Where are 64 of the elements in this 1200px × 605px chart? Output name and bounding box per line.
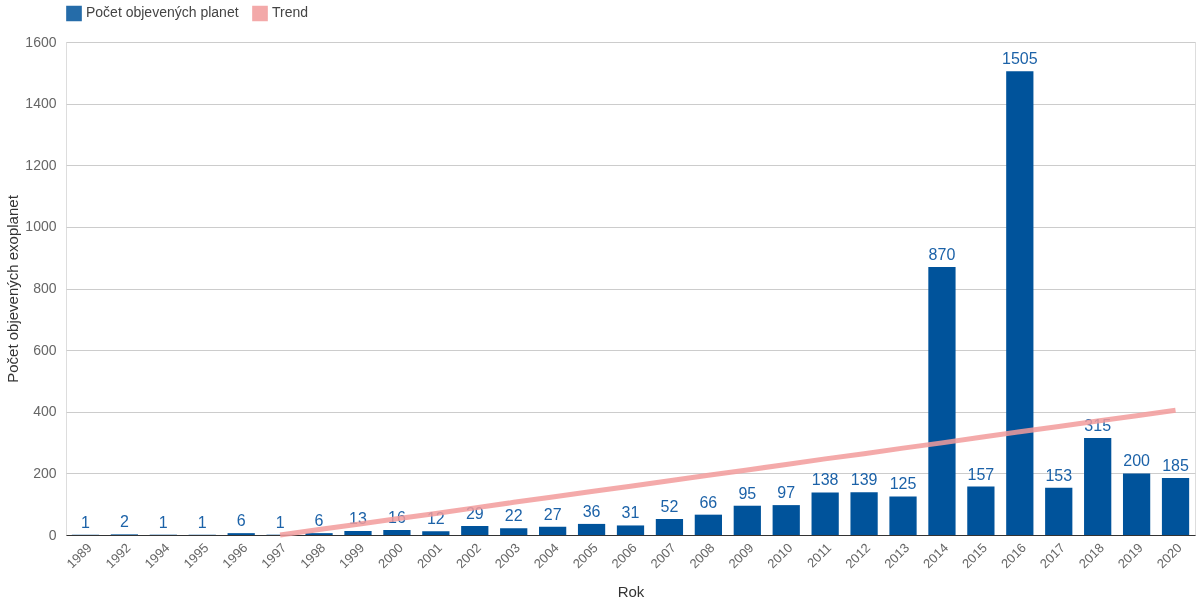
data-label: 1 [197, 513, 207, 531]
y-tick-label: 0 [48, 526, 57, 543]
y-tick-label: 200 [33, 464, 57, 481]
data-label: 36 [582, 502, 601, 520]
y-tick-label: 1000 [25, 218, 57, 235]
y-axis-title: Počet objevených exoplanet [4, 194, 22, 383]
data-label: 66 [699, 493, 718, 511]
data-label: 1 [275, 513, 285, 531]
bar [655, 518, 684, 535]
data-label: 13 [349, 509, 367, 527]
x-axis-title: Rok [617, 583, 645, 601]
y-tick-label: 600 [33, 341, 57, 358]
y-tick-label: 800 [33, 280, 57, 296]
data-label: 97 [777, 484, 796, 502]
data-label: 1505 [1002, 50, 1038, 68]
data-label: 27 [543, 505, 562, 523]
data-label: 1 [81, 513, 91, 531]
data-label: 12 [426, 510, 445, 528]
bar [539, 526, 567, 535]
data-label: 139 [850, 471, 878, 489]
bar [461, 526, 489, 535]
bar [811, 492, 839, 535]
y-tick-label: 1200 [25, 156, 57, 173]
bar [772, 505, 800, 535]
data-label: 125 [889, 475, 917, 493]
y-tick-label: 1400 [25, 95, 57, 112]
bar [383, 530, 411, 535]
data-label: 2 [119, 513, 129, 531]
data-label: 315 [1084, 416, 1112, 434]
data-label: 31 [621, 504, 640, 522]
bar [1084, 437, 1112, 535]
data-label: 200 [1123, 452, 1151, 470]
data-label: 870 [928, 245, 956, 263]
bar [928, 266, 956, 535]
legend-label: Počet objevených planet [86, 4, 239, 21]
data-label: 29 [465, 505, 484, 523]
bar [344, 530, 372, 535]
bar [1122, 473, 1151, 535]
bar [850, 492, 878, 535]
data-label: 157 [967, 465, 995, 483]
data-label: 52 [660, 497, 679, 515]
data-label: 6 [236, 512, 246, 530]
bar [422, 531, 450, 535]
bar [967, 486, 995, 535]
y-tick-label: 1600 [25, 33, 57, 50]
data-label: 185 [1162, 457, 1189, 474]
data-label: 22 [504, 507, 523, 525]
bar [1161, 478, 1190, 535]
bar [616, 525, 645, 535]
y-tick-label: 400 [33, 403, 57, 420]
data-label: 153 [1045, 466, 1073, 484]
bar [889, 496, 917, 535]
data-label: 138 [811, 471, 839, 489]
data-label: 6 [314, 512, 324, 530]
legend-label: Trend [272, 4, 309, 21]
bar [577, 523, 606, 535]
data-label: 16 [388, 509, 406, 527]
bar [694, 514, 722, 535]
data-label: 1 [158, 513, 168, 531]
bar [1045, 487, 1073, 535]
bar [500, 528, 528, 535]
bar [733, 505, 761, 535]
bar [1006, 71, 1034, 535]
data-label: 95 [738, 484, 757, 502]
